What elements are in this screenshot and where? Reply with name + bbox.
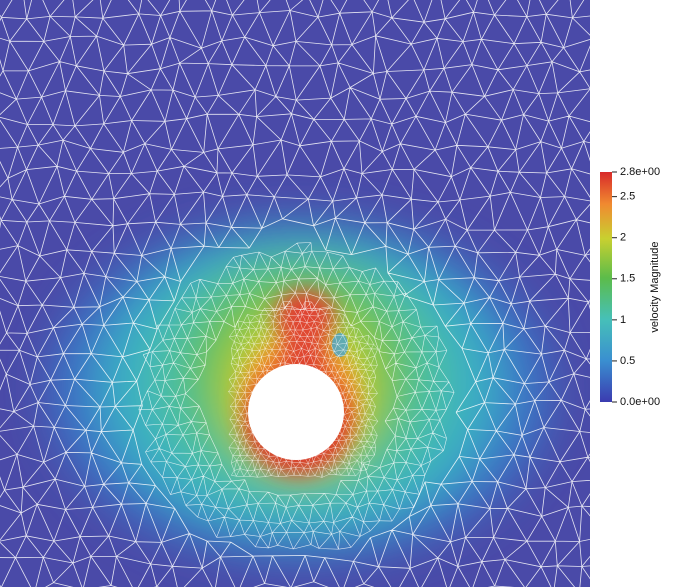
colorbar-tick-label: 0.0e+00 (620, 396, 660, 408)
mesh-medium (138, 242, 455, 550)
colorbar-tick-label: 2.8e+00 (620, 166, 660, 178)
colorbar-title: velocity Magnitude (649, 241, 661, 332)
colorbar-tick-label: 0.5 (620, 355, 635, 367)
velocity-field (0, 0, 590, 587)
cylinder (248, 364, 344, 460)
colorbar-tick-label: 2.5 (620, 191, 635, 203)
colorbar (600, 172, 612, 402)
colorbar-tick-label: 1.5 (620, 273, 635, 285)
colorbar-tick-label: 2 (620, 232, 626, 244)
mesh-coarse (0, 0, 590, 587)
colorbar-tick-label: 1 (620, 314, 626, 326)
